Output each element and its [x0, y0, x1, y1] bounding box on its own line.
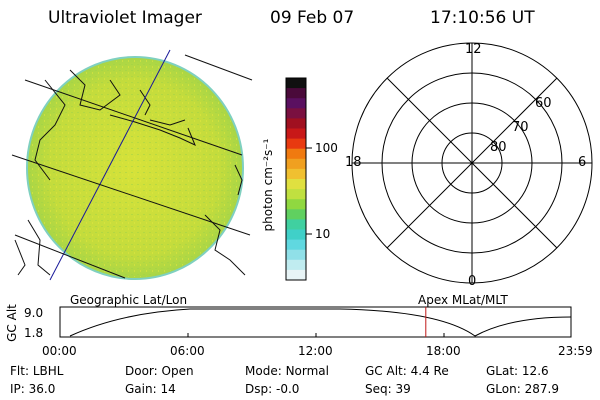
colorbar-segment [286, 199, 306, 210]
colorbar-segment [286, 128, 306, 140]
date-label: 09 Feb 07 [270, 8, 355, 28]
colorbar-segment [286, 88, 306, 99]
mlt-label-12: 12 [465, 42, 482, 57]
colorbar-segment [286, 249, 306, 261]
status-flt: Flt: LBHL [10, 364, 64, 378]
status-mode: Mode: Normal [245, 364, 329, 378]
mlt-label-18: 18 [345, 155, 362, 170]
colorbar [285, 77, 312, 281]
colorbar-segment [286, 189, 306, 200]
timeline-xtick-18: 18:00 [426, 344, 461, 358]
lat-label-70: 70 [512, 120, 529, 135]
colorbar-segment [286, 108, 306, 119]
time-label: 17:10:56 UT [430, 8, 535, 28]
timeline-xtick-2359: 23:59 [558, 344, 593, 358]
lat-label-60: 60 [535, 96, 552, 111]
status-gain: Gain: 14 [125, 382, 176, 396]
colorbar-segment [286, 148, 306, 160]
colorbar-tick-100: 100 [315, 141, 338, 155]
altitude-curve [69, 308, 572, 337]
status-door: Door: Open [125, 364, 194, 378]
colorbar-segment [286, 219, 306, 230]
geographic-caption: Geographic Lat/Lon [70, 293, 188, 307]
timeline-xtick-12: 12:00 [298, 344, 333, 358]
status-dsp: Dsp: -0.0 [245, 382, 300, 396]
colorbar-segment [286, 168, 306, 180]
status-gc-alt: GC Alt: 4.4 Re [365, 364, 449, 378]
timeline-ytick-9: 9.0 [24, 306, 44, 320]
colorbar-segment [286, 239, 306, 251]
timeline-y-label: GC Alt [5, 304, 19, 342]
apex-caption: Apex MLat/MLT [418, 293, 508, 307]
status-glat: GLat: 12.6 [486, 364, 549, 378]
instrument-title: Ultraviolet Imager [48, 8, 202, 28]
colorbar-tick-10: 10 [315, 227, 331, 241]
colorbar-segment [286, 118, 306, 129]
colorbar-segment [286, 229, 306, 241]
colorbar-segment [286, 269, 306, 281]
mlt-label-6: 6 [578, 155, 587, 170]
colorbar-segment [286, 158, 306, 170]
status-glon: GLon: 287.9 [486, 382, 559, 396]
geographic-grid [49, 49, 171, 281]
colorbar-segment [286, 209, 306, 220]
timeline-ytick-1-8: 1.8 [24, 326, 44, 340]
polar-plot [351, 42, 593, 284]
timeline-xtick-06: 06:00 [170, 344, 205, 358]
status-ip: IP: 36.0 [10, 382, 56, 396]
colorbar-segment [286, 138, 306, 150]
colorbar-segment [286, 78, 306, 89]
uv-image-panel [11, 49, 253, 281]
colorbar-segment [286, 259, 306, 271]
colorbar-segment [286, 179, 306, 190]
status-seq: Seq: 39 [365, 382, 411, 396]
lat-label-80: 80 [490, 140, 507, 155]
lat-lines [11, 54, 253, 279]
colorbar-unit-label: photon cm⁻²s⁻¹ [261, 138, 275, 232]
coastline-overlay [14, 69, 246, 276]
timeline-xtick-00: 00:00 [42, 344, 77, 358]
colorbar-segment [286, 98, 306, 109]
mlt-label-0: 0 [468, 274, 477, 289]
timeline-plot [59, 306, 572, 338]
